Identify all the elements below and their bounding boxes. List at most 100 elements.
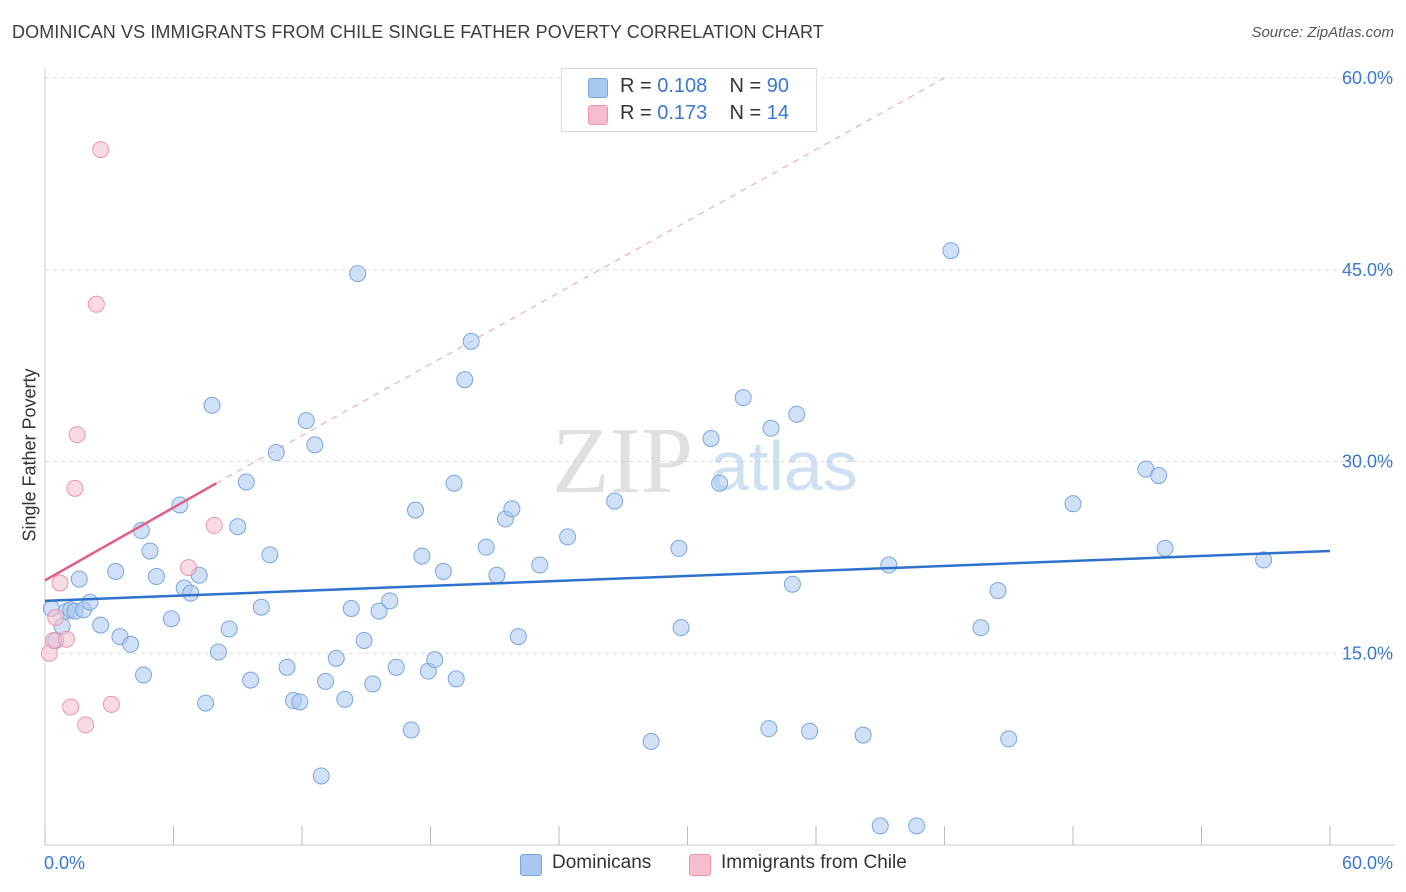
point-dominicans xyxy=(237,473,255,491)
point-dominicans xyxy=(229,518,247,536)
point-dominicans xyxy=(509,628,527,646)
point-chile xyxy=(102,695,120,713)
point-dominicans xyxy=(387,658,405,676)
point-dominicans xyxy=(434,562,452,580)
trend-line-chile xyxy=(44,482,217,582)
y-tick-label: 45.0% xyxy=(1342,260,1393,280)
point-dominicans xyxy=(559,528,577,546)
point-chile xyxy=(179,559,197,577)
point-dominicans xyxy=(788,405,806,423)
point-dominicans xyxy=(261,546,279,564)
grid-lines xyxy=(45,77,1395,654)
point-dominicans xyxy=(871,817,889,835)
point-dominicans xyxy=(349,265,367,283)
y-tick-label: 30.0% xyxy=(1342,452,1393,472)
point-dominicans xyxy=(606,492,624,510)
point-dominicans xyxy=(306,436,324,454)
point-dominicans xyxy=(702,429,720,447)
point-chile xyxy=(51,574,69,592)
point-dominicans xyxy=(297,412,315,430)
point-dominicans xyxy=(336,690,354,708)
point-dominicans xyxy=(760,720,778,738)
point-dominicans xyxy=(711,474,729,492)
point-dominicans xyxy=(182,584,200,602)
point-dominicans xyxy=(762,419,780,437)
point-dominicans xyxy=(445,474,463,492)
point-chile xyxy=(77,716,95,734)
point-dominicans xyxy=(355,631,373,649)
point-dominicans xyxy=(908,817,926,835)
point-dominicans xyxy=(456,371,474,389)
point-dominicans xyxy=(70,570,88,588)
point-dominicans xyxy=(141,542,159,560)
point-dominicans xyxy=(220,620,238,638)
point-dominicans xyxy=(267,444,285,462)
source-label: Source: ZipAtlas.com xyxy=(1251,24,1394,41)
point-dominicans xyxy=(1156,539,1174,557)
y-tick-label: 60.0% xyxy=(1342,68,1393,88)
point-dominicans xyxy=(317,672,335,690)
point-dominicans xyxy=(364,675,382,693)
point-dominicans xyxy=(972,619,990,637)
point-dominicans xyxy=(426,651,444,669)
point-dominicans xyxy=(1000,730,1018,748)
point-dominicans xyxy=(203,396,221,414)
point-dominicans xyxy=(92,616,110,634)
point-dominicans xyxy=(531,556,549,574)
point-dominicans xyxy=(209,643,227,661)
point-dominicans xyxy=(670,539,688,557)
point-dominicans xyxy=(370,602,388,620)
point-dominicans xyxy=(122,635,140,653)
point-dominicans xyxy=(488,566,506,584)
legend-stats-chile: R = 0.173 N = 14 xyxy=(620,102,790,124)
point-dominicans xyxy=(402,721,420,739)
points-dominicans xyxy=(42,242,1273,835)
point-dominicans xyxy=(291,693,309,711)
point-dominicans xyxy=(989,582,1007,600)
legend-swatch-blue xyxy=(588,78,608,98)
watermark-zip: ZIP xyxy=(552,409,693,513)
point-dominicans xyxy=(1255,551,1273,569)
legend-swatch-dominicans xyxy=(520,854,542,876)
point-dominicans xyxy=(147,568,165,586)
point-dominicans xyxy=(462,332,480,350)
point-dominicans xyxy=(477,538,495,556)
point-chile xyxy=(57,630,75,648)
point-dominicans xyxy=(327,649,345,667)
point-chile xyxy=(47,608,65,626)
point-dominicans xyxy=(1150,467,1168,485)
point-dominicans xyxy=(854,726,872,744)
watermark: ZIP atlas xyxy=(552,409,858,513)
point-dominicans xyxy=(312,767,330,785)
legend-label-dominicans: Dominicans xyxy=(552,852,652,873)
point-dominicans xyxy=(342,600,360,618)
chart-title: DOMINICAN VS IMMIGRANTS FROM CHILE SINGL… xyxy=(12,22,824,42)
points-chile xyxy=(40,141,223,734)
legend-stats-dominicans: R = 0.108 N = 90 xyxy=(620,75,790,97)
point-dominicans xyxy=(197,694,215,712)
correlation-legend: R = 0.108 N = 90 R = 0.173 N = 14 xyxy=(561,68,817,132)
point-dominicans xyxy=(672,619,690,637)
point-dominicans xyxy=(642,732,660,750)
point-dominicans xyxy=(107,562,125,580)
point-dominicans xyxy=(880,556,898,574)
point-dominicans xyxy=(1064,495,1082,513)
point-dominicans xyxy=(252,598,270,616)
x-tick-label-max: 60.0% xyxy=(1342,853,1393,873)
point-chile xyxy=(68,426,86,444)
point-dominicans xyxy=(734,389,752,407)
point-chile xyxy=(87,295,105,313)
point-dominicans xyxy=(413,547,431,565)
legend-label-chile: Immigrants from Chile xyxy=(721,852,907,873)
point-dominicans xyxy=(381,592,399,610)
point-dominicans xyxy=(447,670,465,688)
point-dominicans xyxy=(278,658,296,676)
point-chile xyxy=(62,698,80,716)
tick-labels: 15.0% 30.0% 45.0% 60.0% 0.0% 60.0% xyxy=(44,68,1393,873)
x-tick-label-min: 0.0% xyxy=(44,853,85,873)
point-chile xyxy=(205,516,223,534)
trend-line-dominicans xyxy=(44,549,1331,603)
point-dominicans xyxy=(942,242,960,260)
point-dominicans xyxy=(135,666,153,684)
